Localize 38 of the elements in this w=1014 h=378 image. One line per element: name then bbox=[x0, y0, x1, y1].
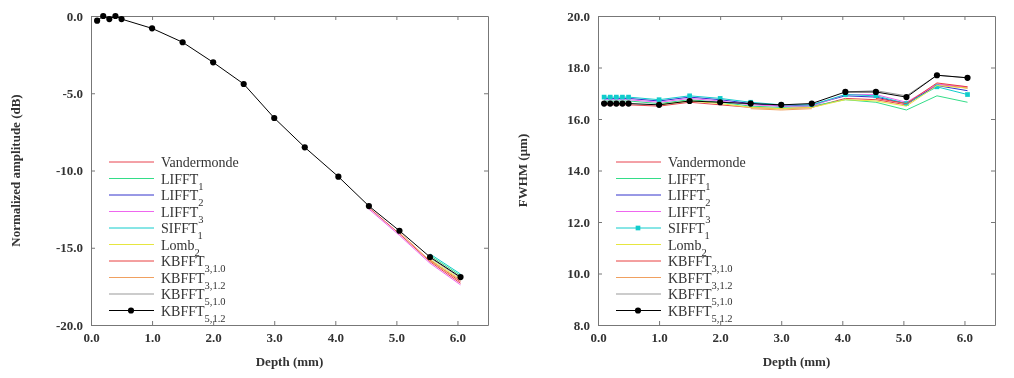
y-tick-label: 16.0 bbox=[567, 111, 590, 127]
y-tick-label: 14.0 bbox=[567, 163, 590, 179]
legend-label: KBFFT$_{3,1.0}$ bbox=[161, 254, 226, 274]
x-tick-label: 1.0 bbox=[651, 330, 668, 346]
x-tick-label: 5.0 bbox=[388, 330, 406, 346]
x-tick-label: 2.0 bbox=[205, 330, 222, 346]
y-tick-label: -20.0 bbox=[55, 317, 83, 333]
x-tick-label: 0.0 bbox=[590, 330, 607, 346]
x-axis-title: Depth (mm) bbox=[255, 354, 324, 369]
y-axis-title: Normalized amplitude (dB) bbox=[8, 94, 23, 247]
legend-label: Vandermonde bbox=[668, 155, 746, 170]
y-tick-label: 8.0 bbox=[573, 317, 590, 333]
x-axis-title: Depth (mm) bbox=[762, 354, 831, 369]
x-tick-label: 4.0 bbox=[834, 330, 851, 346]
x-tick-label: 1.0 bbox=[144, 330, 161, 346]
y-tick-label: 10.0 bbox=[567, 266, 590, 282]
y-tick-label: 18.0 bbox=[567, 60, 590, 76]
x-tick-label: 0.0 bbox=[83, 330, 100, 346]
legend-label: Lomb$_{2}$ bbox=[161, 237, 200, 257]
y-tick-label: 0.0 bbox=[66, 8, 83, 24]
x-tick-label: 6.0 bbox=[956, 330, 974, 346]
x-tick-label: 5.0 bbox=[895, 330, 913, 346]
y-axis-title: FWHM (μm) bbox=[515, 133, 530, 208]
y-tick-label: -15.0 bbox=[55, 240, 83, 256]
y-tick-label: -10.0 bbox=[55, 163, 83, 179]
x-tick-label: 4.0 bbox=[327, 330, 344, 346]
y-tick-label: 12.0 bbox=[567, 214, 590, 230]
y-tick-label: 20.0 bbox=[567, 8, 590, 24]
legend-label: Vandermonde bbox=[161, 155, 239, 170]
x-tick-label: 6.0 bbox=[449, 330, 467, 346]
legend-label: LIFFT$_{1}$ bbox=[161, 171, 204, 191]
legend-label: Lomb$_{2}$ bbox=[668, 237, 707, 257]
x-tick-label: 2.0 bbox=[712, 330, 729, 346]
x-tick-label: 3.0 bbox=[266, 330, 283, 346]
y-tick-label: -5.0 bbox=[62, 85, 83, 101]
legend-label: KBFFT$_{3,1.0}$ bbox=[668, 254, 733, 274]
x-tick-label: 3.0 bbox=[773, 330, 790, 346]
legend-label: LIFFT$_{1}$ bbox=[668, 171, 711, 191]
